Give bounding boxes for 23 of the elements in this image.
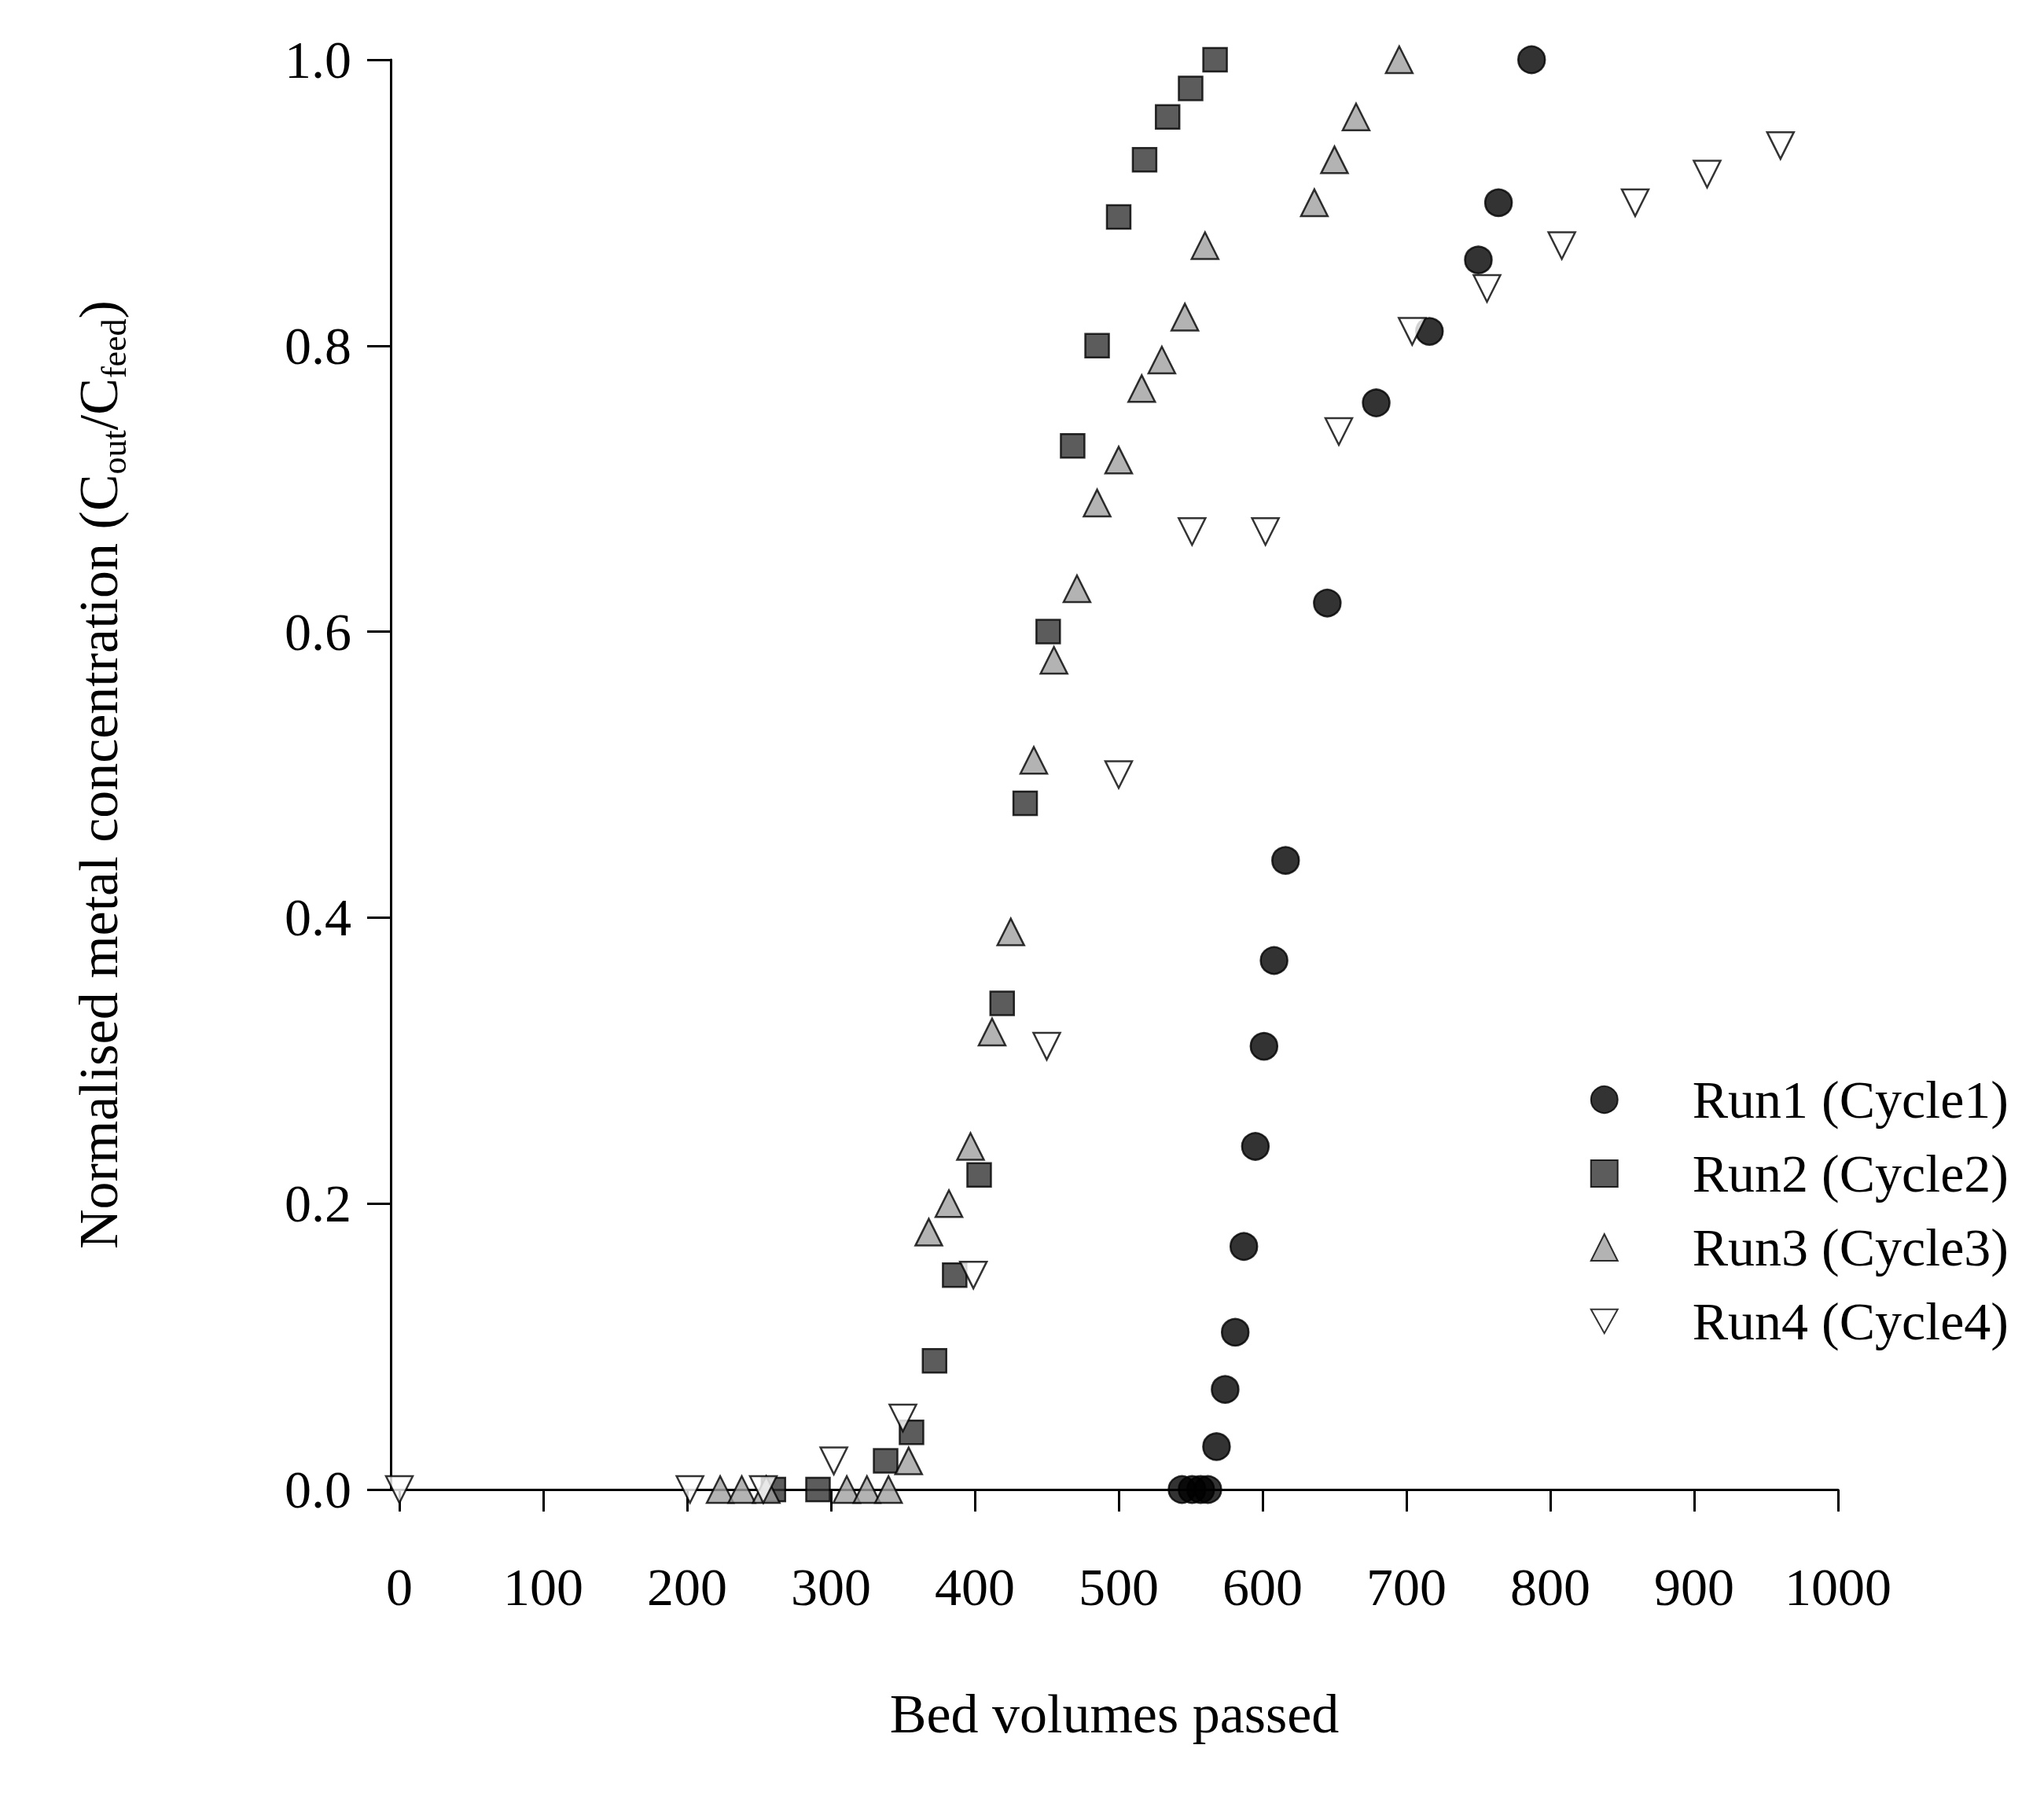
legend-label: Run3 (Cycle3) [1692, 1218, 2009, 1277]
x-tick-label: 900 [1654, 1557, 1734, 1617]
x-tick-label: 500 [1078, 1557, 1159, 1617]
x-tick-label: 600 [1222, 1557, 1303, 1617]
legend-label: Run1 (Cycle1) [1692, 1070, 2009, 1130]
x-tick-label: 800 [1510, 1557, 1590, 1617]
y-tick-label: 0.8 [285, 315, 351, 376]
x-tick-label: 200 [646, 1557, 727, 1617]
y-tick-label: 0.6 [285, 601, 351, 662]
y-tick-label: 1.0 [285, 30, 351, 90]
x-tick-label: 300 [790, 1557, 871, 1617]
x-axis-title: Bed volumes passed [889, 1683, 1340, 1744]
legend-label: Run2 (Cycle2) [1692, 1144, 2009, 1203]
legend-label: Run4 (Cycle4) [1692, 1291, 2009, 1351]
x-tick-label: 0 [385, 1557, 413, 1617]
y-tick-label: 0.0 [285, 1460, 351, 1519]
y-tick-label: 0.4 [285, 887, 351, 948]
x-tick-label: 400 [934, 1557, 1015, 1617]
y-axis-title: Normalised metal concentration (Cout/Cfeed) [68, 300, 134, 1249]
x-tick-label: 1000 [1785, 1557, 1891, 1617]
x-tick-label: 700 [1366, 1557, 1447, 1617]
x-tick-label: 100 [502, 1557, 583, 1617]
y-tick-label: 0.2 [285, 1174, 351, 1234]
